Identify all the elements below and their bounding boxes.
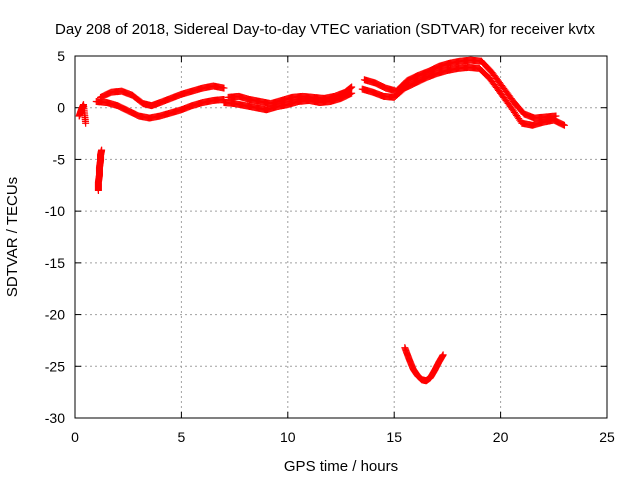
x-tick-label: 5 <box>178 429 186 445</box>
data-point <box>552 112 560 120</box>
series-dip-curve <box>401 344 447 385</box>
series-dropout-spike <box>94 146 106 194</box>
y-tick-label: -25 <box>45 358 65 374</box>
y-tick-label: -10 <box>45 203 65 219</box>
y-tick-label: -20 <box>45 307 65 323</box>
plot-frame <box>74 55 608 419</box>
data-point <box>348 89 356 97</box>
x-tick-label: 10 <box>280 429 296 445</box>
series-arc-lower <box>92 95 228 122</box>
x-tick-label: 15 <box>386 429 402 445</box>
series-early-segment-a <box>75 101 90 127</box>
data-point <box>82 119 90 127</box>
data-point <box>98 146 106 154</box>
chart-title: Day 208 of 2018, Sidereal Day-to-day VTE… <box>55 21 595 38</box>
y-tick-label: -30 <box>45 410 65 426</box>
data-layer <box>75 56 568 385</box>
series-mid-band-b <box>224 83 356 108</box>
y-tick-label: 0 <box>57 100 65 116</box>
y-tick-label: 5 <box>57 48 65 64</box>
x-tick-label: 20 <box>493 429 509 445</box>
data-point <box>348 83 356 91</box>
x-tick-label: 0 <box>71 429 79 445</box>
x-axis-label: GPS time / hours <box>284 458 398 475</box>
data-point <box>220 84 228 92</box>
tick-layer: 0 5 10 15 20 25 -30 -25 -20 -15 -10 -5 0 5 <box>45 48 615 445</box>
series-mid-band-a <box>220 89 356 114</box>
y-tick-label: -15 <box>45 255 65 271</box>
data-point <box>560 121 568 129</box>
series-late-band-b <box>360 56 560 122</box>
y-axis-label: SDTVAR / TECUs <box>4 177 21 297</box>
series-arc-upper <box>97 82 228 110</box>
grid-layer <box>75 56 607 418</box>
y-tick-label: -5 <box>53 151 66 167</box>
x-tick-label: 25 <box>599 429 615 445</box>
data-point <box>439 351 447 359</box>
